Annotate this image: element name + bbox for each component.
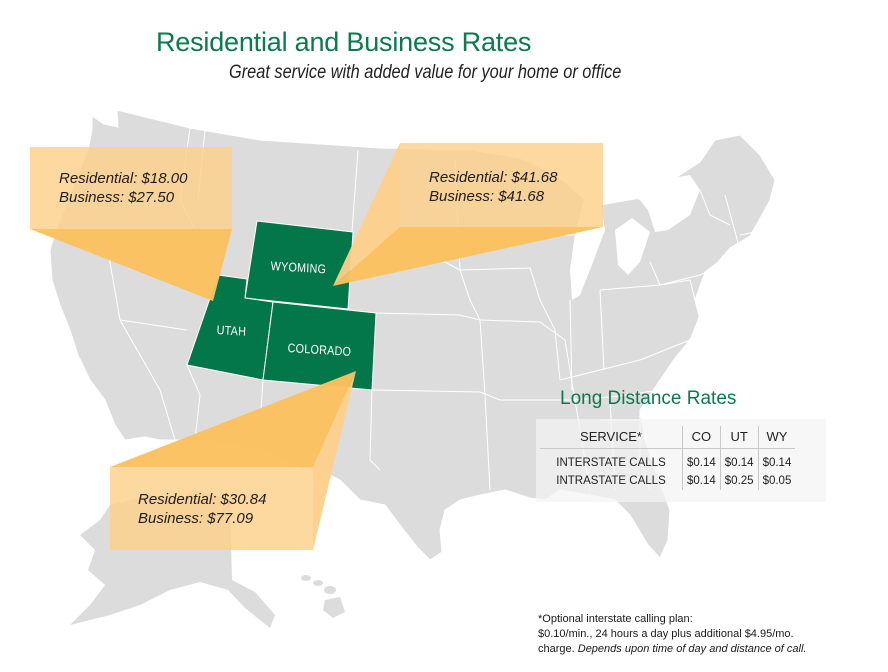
footnote-line-3-italic: Depends upon time of day and distance of… — [577, 643, 807, 655]
row-service: INTERSTATE CALLS — [556, 457, 666, 469]
row-wy: $0.05 — [757, 472, 796, 490]
label-utah: UTAH — [216, 323, 247, 339]
footnote: *Optional interstate calling plan: $0.10… — [538, 612, 806, 657]
callout-wyoming-box — [400, 143, 603, 227]
state-wyoming[interactable] — [244, 220, 354, 310]
footnote-line-3-plain: charge. — [538, 643, 578, 655]
colorado-business-rate: Business: $77.09 — [138, 510, 254, 527]
row-co: $0.14 — [682, 448, 721, 472]
long-distance-table: SERVICE* CO UT WY INTERSTATE CALLS $0.14… — [540, 426, 796, 490]
row-co: $0.14 — [682, 472, 721, 490]
callout-colorado-box — [110, 467, 313, 550]
col-co: CO — [682, 426, 721, 449]
long-distance-title: Long Distance Rates — [560, 388, 737, 409]
footnote-line-2: $0.10/min., 24 hours a day plus addition… — [538, 628, 794, 640]
callout-wyoming-wedge — [333, 227, 603, 286]
footnote-line-3: charge. Depends upon time of day and dis… — [538, 642, 806, 657]
table-row: INTERSTATE CALLS $0.14 $0.14 $0.14 — [540, 448, 796, 472]
row-ut: $0.14 — [719, 448, 759, 472]
callout-colorado — [110, 371, 356, 550]
callout-wyoming-text: Residential: $41.68 Business: $41.68 — [429, 168, 557, 206]
callout-utah-box — [30, 147, 232, 229]
callout-colorado-text: Residential: $30.84 Business: $77.09 — [138, 490, 266, 528]
callout-utah-wedge — [30, 229, 232, 301]
callout-colorado-wedge — [110, 371, 356, 467]
great-lakes — [570, 175, 700, 300]
callout-wyoming-wedge-side — [333, 143, 400, 286]
callout-utah — [30, 147, 232, 301]
page-title: Residential and Business Rates — [156, 27, 532, 57]
callout-wyoming — [333, 143, 603, 286]
table-row: INTRASTATE CALLS $0.14 $0.25 $0.05 — [540, 472, 796, 490]
col-ut: UT — [719, 426, 759, 449]
row-wy: $0.14 — [757, 448, 796, 472]
colorado-residential-rate: Residential: $30.84 — [138, 491, 267, 508]
callout-colorado-wedge-side — [313, 371, 356, 550]
footnote-line-1: *Optional interstate calling plan: — [538, 613, 693, 625]
col-wy: WY — [757, 426, 796, 449]
wyoming-residential-rate: Residential: $41.68 — [429, 169, 558, 186]
state-colorado[interactable] — [262, 301, 377, 391]
table-header-row: SERVICE* CO UT WY — [540, 426, 796, 449]
utah-business-rate: Business: $27.50 — [59, 189, 175, 206]
utah-residential-rate: Residential: $18.00 — [59, 170, 188, 187]
col-service: SERVICE* — [540, 426, 683, 449]
callout-utah-text: Residential: $18.00 Business: $27.50 — [59, 169, 187, 207]
row-ut: $0.25 — [719, 472, 759, 490]
page-subtitle: Great service with added value for your … — [229, 62, 622, 83]
row-service: INTRASTATE CALLS — [556, 475, 666, 487]
hawaii-shape — [301, 575, 345, 618]
wyoming-business-rate: Business: $41.68 — [429, 188, 545, 205]
